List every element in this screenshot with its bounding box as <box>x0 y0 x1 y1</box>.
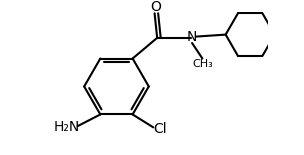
Text: N: N <box>187 30 197 44</box>
Text: H₂N: H₂N <box>54 120 80 134</box>
Text: Cl: Cl <box>153 122 167 136</box>
Text: O: O <box>150 0 161 14</box>
Text: CH₃: CH₃ <box>193 59 213 69</box>
